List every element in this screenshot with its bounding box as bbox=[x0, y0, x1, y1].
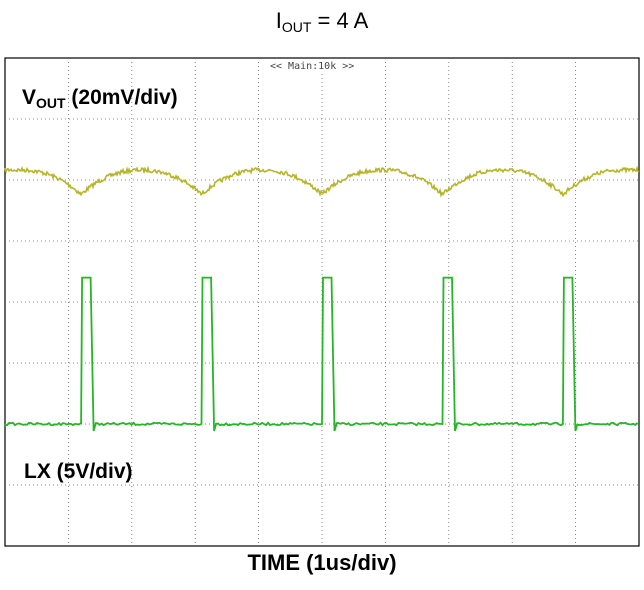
lx-channel-label: LX (5V/div) bbox=[24, 460, 133, 483]
x-axis-label: TIME (1us/div) bbox=[247, 550, 397, 575]
plot-grid bbox=[5, 58, 639, 546]
vout-trace bbox=[4, 165, 640, 198]
timebase-label: << Main:10k >> bbox=[268, 61, 357, 72]
chart-title: IOUT = 4 A bbox=[275, 8, 369, 35]
lx-trace bbox=[4, 276, 639, 432]
vout-channel-label: VOUT (20mV/div) bbox=[22, 86, 178, 111]
